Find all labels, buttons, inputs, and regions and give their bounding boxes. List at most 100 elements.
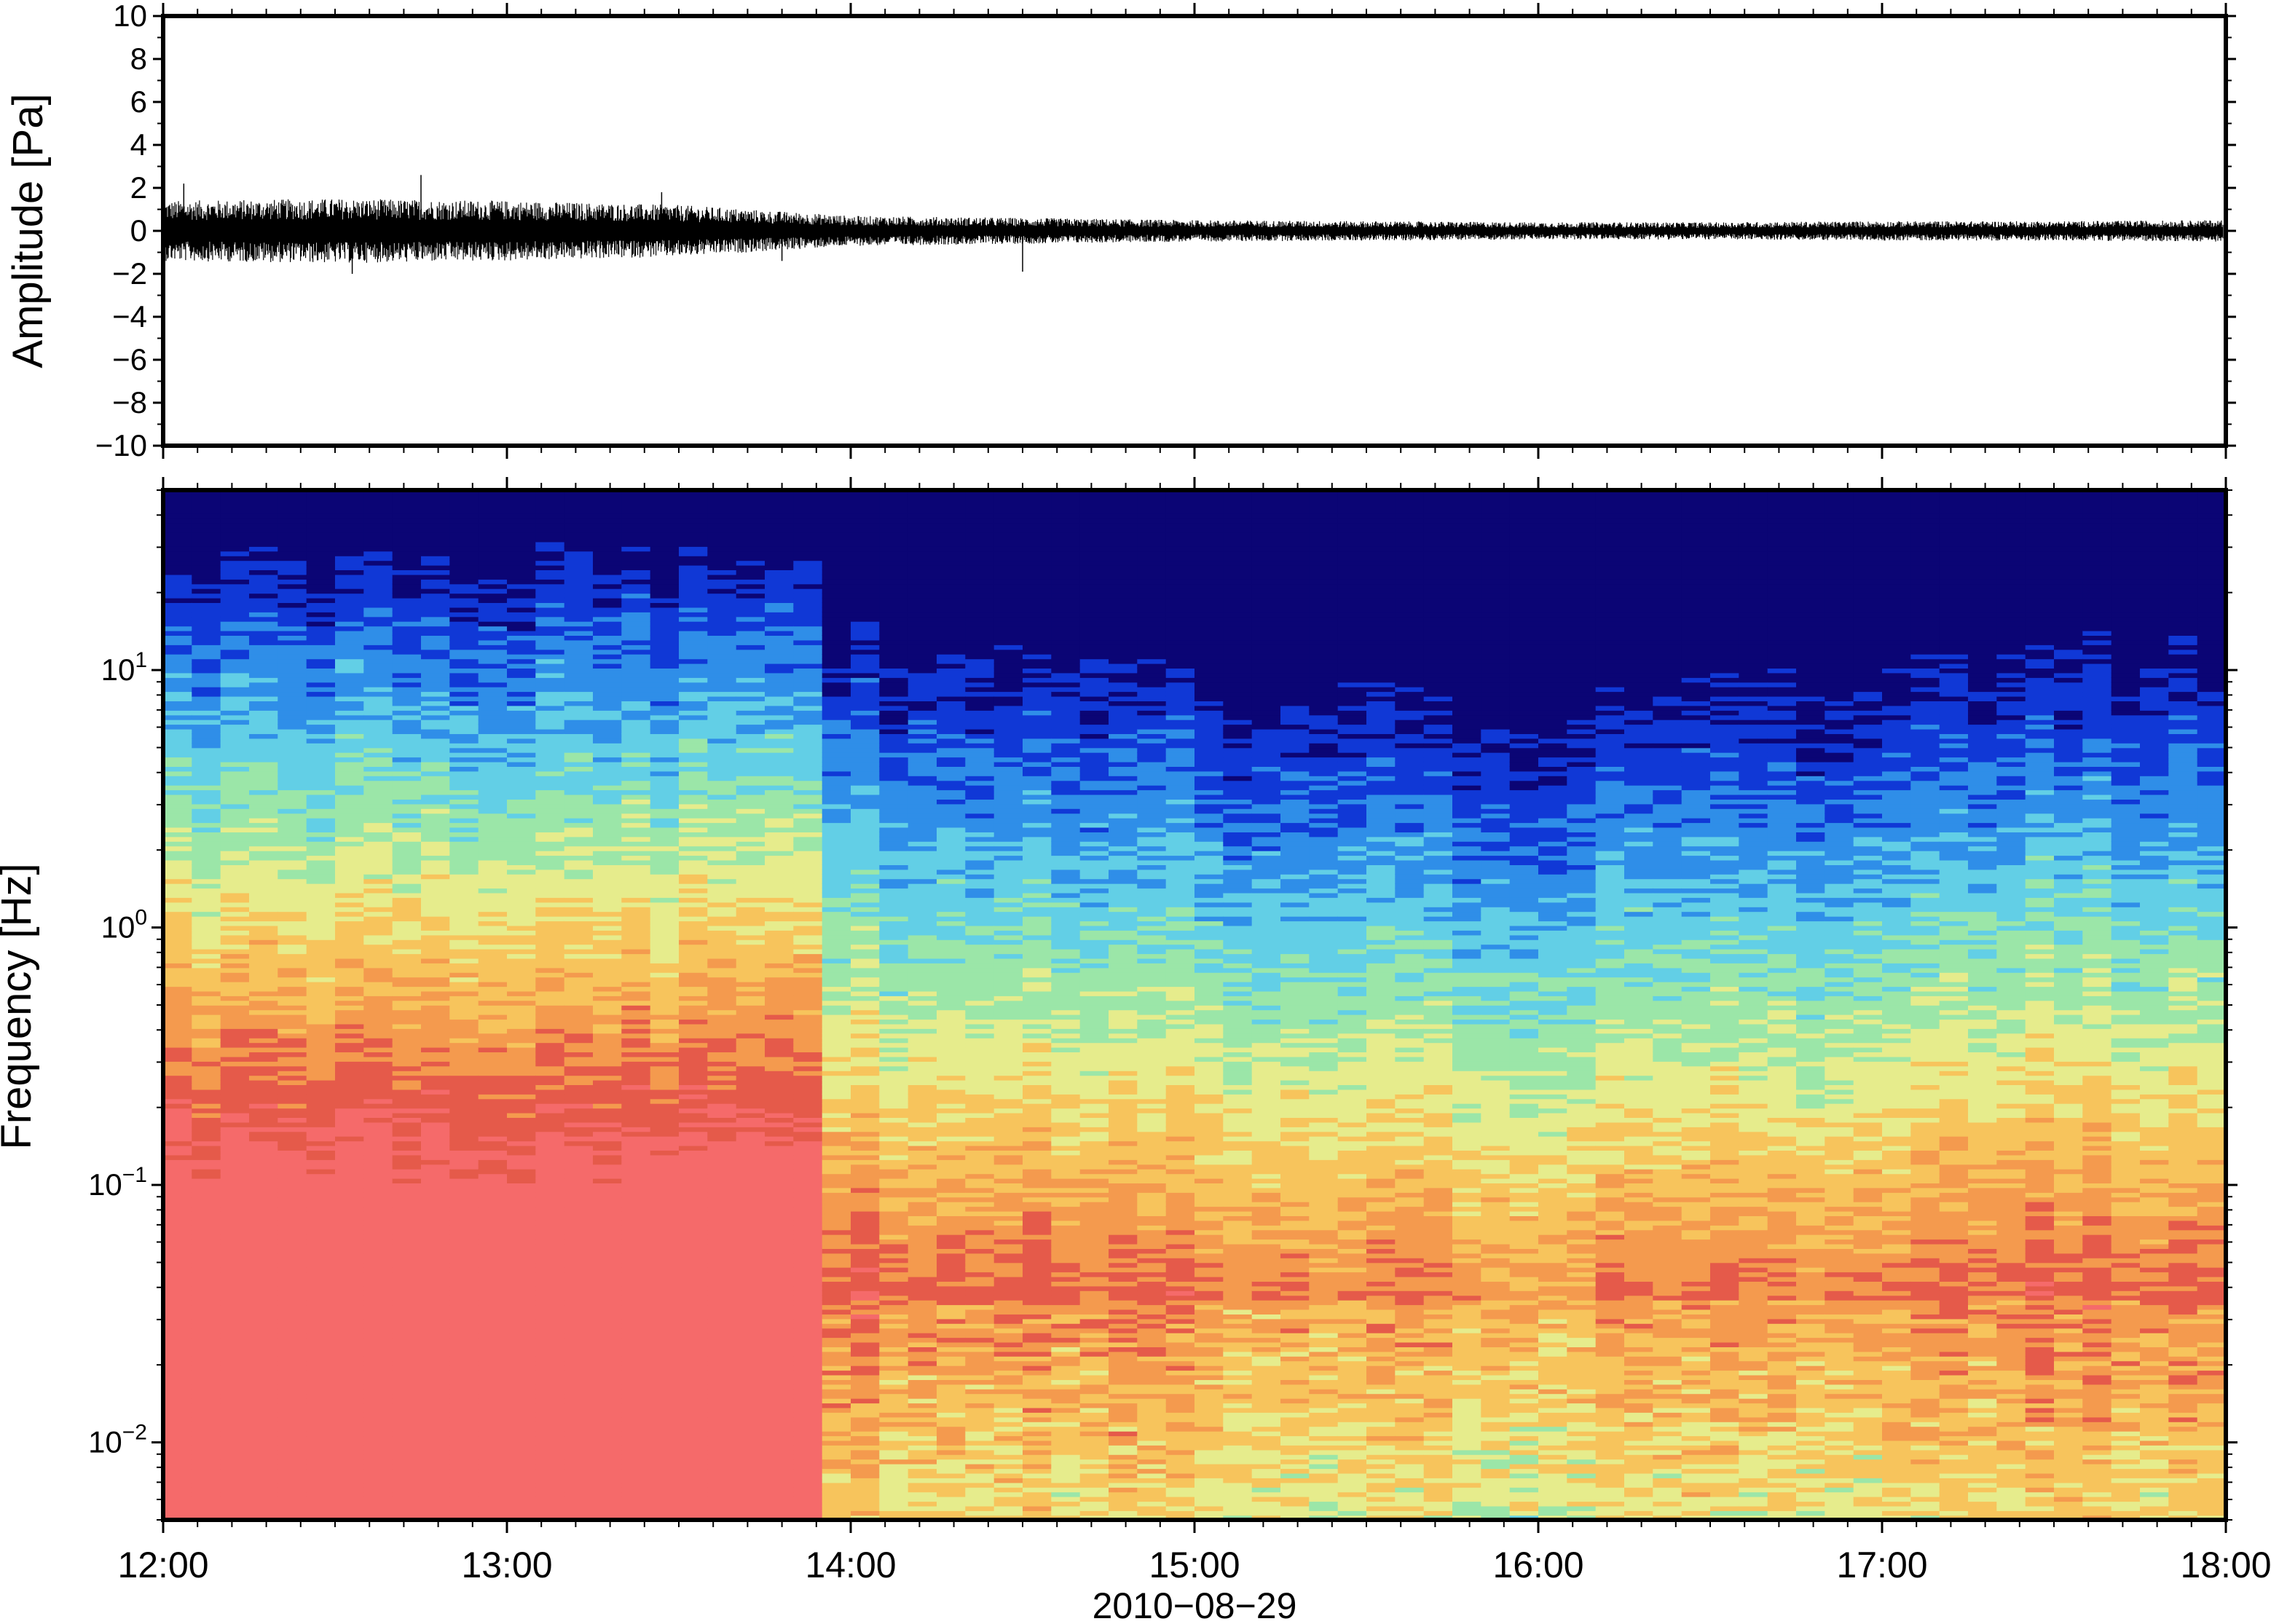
spectrogram-cell: [564, 719, 594, 725]
spectrogram-cell: [192, 841, 221, 847]
spectrogram-cell: [192, 1374, 221, 1380]
spectrogram-cell: [278, 583, 307, 589]
spectrogram-cell: [421, 728, 451, 734]
spectrogram-cell: [192, 556, 221, 561]
spectrogram-cell: [163, 1112, 193, 1118]
spectrogram-cell: [507, 1173, 537, 1179]
spectrogram-cell: [621, 630, 651, 636]
amplitude-tick-label: 2: [130, 170, 147, 205]
spectrogram-cell: [335, 1084, 365, 1090]
spectrogram-cell: [650, 1478, 680, 1483]
spectrogram-cell: [564, 1318, 594, 1324]
spectrogram-cell: [163, 1393, 193, 1399]
spectrogram-cell: [593, 597, 623, 603]
spectrogram-cell: [478, 939, 508, 945]
spectrogram-cell: [192, 1426, 221, 1432]
spectrogram-cell: [392, 1393, 422, 1399]
spectrogram-cell: [249, 1430, 279, 1437]
spectrogram-cell: [392, 1019, 422, 1025]
spectrogram-cell: [192, 677, 221, 683]
spectrogram-cell: [335, 1463, 365, 1470]
spectrogram-cell: [650, 1183, 680, 1189]
spectrogram-cell: [163, 897, 193, 903]
spectrogram-cell: [564, 728, 594, 734]
spectrogram-cell: [220, 1379, 250, 1385]
spectrogram-cell: [363, 981, 393, 988]
spectrogram-cell: [593, 944, 623, 950]
spectrogram-cell: [736, 593, 765, 599]
spectrogram-cell: [249, 915, 279, 922]
spectrogram-cell: [421, 1328, 451, 1333]
spectrogram-cell: [192, 1295, 221, 1301]
spectrogram-cell: [192, 1225, 221, 1231]
spectrogram-cell: [421, 1262, 451, 1268]
spectrogram-cell: [593, 1459, 623, 1465]
spectrogram-cell: [192, 668, 221, 674]
spectrogram-cell: [564, 1197, 594, 1202]
spectrogram-cell: [679, 958, 709, 963]
spectrogram-cell: [650, 794, 680, 800]
spectrogram-cell: [278, 1159, 307, 1165]
spectrogram-cell: [707, 1351, 737, 1357]
spectrogram-cell: [593, 766, 623, 772]
spectrogram-cell: [192, 1341, 221, 1347]
spectrogram-cell: [650, 747, 680, 753]
spectrogram-cell: [449, 1272, 479, 1277]
spectrogram-cell: [765, 869, 795, 875]
spectrogram-cell: [621, 776, 651, 781]
spectrogram-cell: [192, 1038, 221, 1044]
spectrogram-cell: [564, 1463, 594, 1470]
spectrogram-cell: [707, 518, 737, 524]
spectrogram-cell: [679, 588, 709, 594]
spectrogram-cell: [163, 1299, 193, 1306]
spectrogram-cell: [306, 747, 336, 753]
spectrogram-cell: [192, 1117, 221, 1123]
spectrogram-cell: [535, 1243, 565, 1249]
spectrogram-cell: [421, 845, 451, 851]
spectrogram-cell: [707, 1482, 737, 1488]
spectrogram-cell: [765, 1089, 795, 1095]
spectrogram-cell: [593, 1071, 623, 1076]
spectrogram-cell: [707, 1426, 737, 1432]
spectrogram-cell: [707, 532, 737, 537]
spectrogram-cell: [679, 504, 709, 510]
spectrogram-cell: [679, 911, 709, 917]
spectrogram-cell: [478, 1304, 508, 1310]
spectrogram-cell: [736, 1028, 765, 1034]
spectrogram-cell: [621, 513, 651, 519]
spectrogram-cell: [765, 639, 795, 645]
spectrogram-cell: [163, 513, 193, 519]
spectrogram-cell: [306, 799, 336, 805]
spectrogram-cell: [679, 668, 709, 674]
spectrogram-cell: [621, 1201, 651, 1207]
spectrogram-cell: [736, 1370, 765, 1376]
spectrogram-cell: [363, 1473, 393, 1478]
spectrogram-cell: [736, 494, 765, 500]
spectrogram-cell: [421, 1258, 451, 1264]
spectrogram-cell: [192, 874, 221, 880]
spectrogram-cell: [449, 532, 479, 537]
spectrogram-cell: [249, 1389, 279, 1395]
spectrogram-cell: [421, 1038, 451, 1044]
spectrogram-cell: [163, 701, 193, 706]
spectrogram-cell: [707, 841, 737, 847]
spectrogram-cell: [163, 1173, 193, 1179]
spectrogram-cell: [278, 1075, 307, 1081]
spectrogram-cell: [650, 836, 680, 842]
spectrogram-cell: [421, 1108, 451, 1113]
spectrogram-cell: [421, 944, 451, 950]
spectrogram-cell: [220, 541, 250, 547]
spectrogram-cell: [593, 747, 623, 753]
spectrogram-cell: [650, 1482, 680, 1488]
spectrogram-cell: [621, 963, 651, 969]
spectrogram-cell: [679, 564, 709, 570]
spectrogram-cell: [306, 925, 336, 931]
spectrogram-cell: [650, 1318, 680, 1324]
spectrogram-cell: [363, 724, 393, 730]
spectrogram-cell: [535, 925, 565, 931]
spectrogram-cell: [478, 1430, 508, 1437]
spectrogram-cell: [449, 1515, 479, 1520]
spectrogram-cell: [650, 1089, 680, 1095]
amplitude-tick-label: −4: [112, 299, 147, 334]
spectrogram-cell: [593, 803, 623, 809]
